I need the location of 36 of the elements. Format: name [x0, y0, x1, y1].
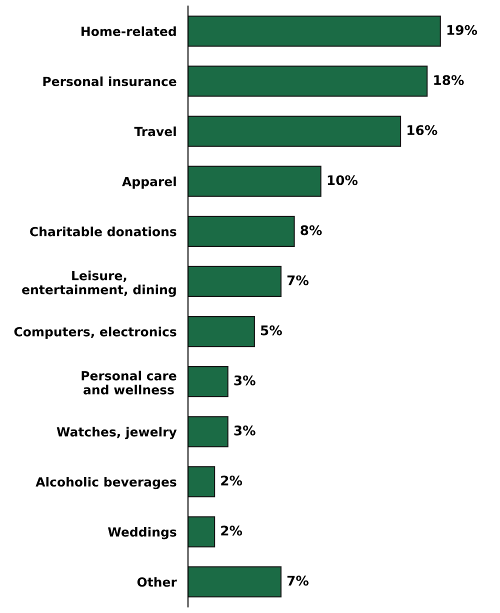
y-tick-label: Apparel [122, 176, 176, 189]
bar [188, 466, 216, 498]
data-label: 16% [408, 125, 438, 136]
y-tick-label: Watches, jewelry [56, 426, 177, 440]
bar [188, 16, 441, 47]
bar [188, 366, 228, 398]
y-tick-label: Home-related [82, 26, 176, 36]
data-label: 10% [328, 175, 358, 186]
bar [188, 416, 228, 448]
data-label: 2% [221, 476, 242, 486]
y-tick-label: Personal care and wellness [82, 370, 176, 394]
bar [188, 116, 402, 147]
bar [188, 316, 255, 348]
data-label: 19% [447, 25, 478, 35]
data-label: 7% [287, 275, 309, 286]
y-tick-label: Other [137, 577, 177, 587]
data-label: 3% [234, 426, 256, 436]
y-tick-label: Personal insurance [43, 76, 176, 86]
y-tick-label: Alcoholic beverages [36, 476, 176, 490]
data-label: 8% [300, 225, 322, 236]
y-tick-label: Weddings [108, 527, 176, 540]
y-tick-label: Travel [134, 126, 176, 136]
bar [188, 516, 216, 548]
y-tick-label: Leisure, entertainment, dining [22, 270, 176, 297]
bar [188, 216, 295, 247]
y-tick-label: Charitable donations [30, 226, 176, 236]
data-label: 2% [221, 526, 242, 536]
data-label: 18% [434, 75, 464, 86]
data-label: 5% [260, 325, 282, 336]
bar [188, 66, 428, 97]
bar [188, 166, 322, 197]
bar [188, 266, 282, 298]
y-tick-label: Computers, electronics [14, 326, 176, 339]
data-label: 3% [234, 375, 256, 386]
data-label: 7% [287, 576, 309, 586]
bar [188, 566, 282, 598]
